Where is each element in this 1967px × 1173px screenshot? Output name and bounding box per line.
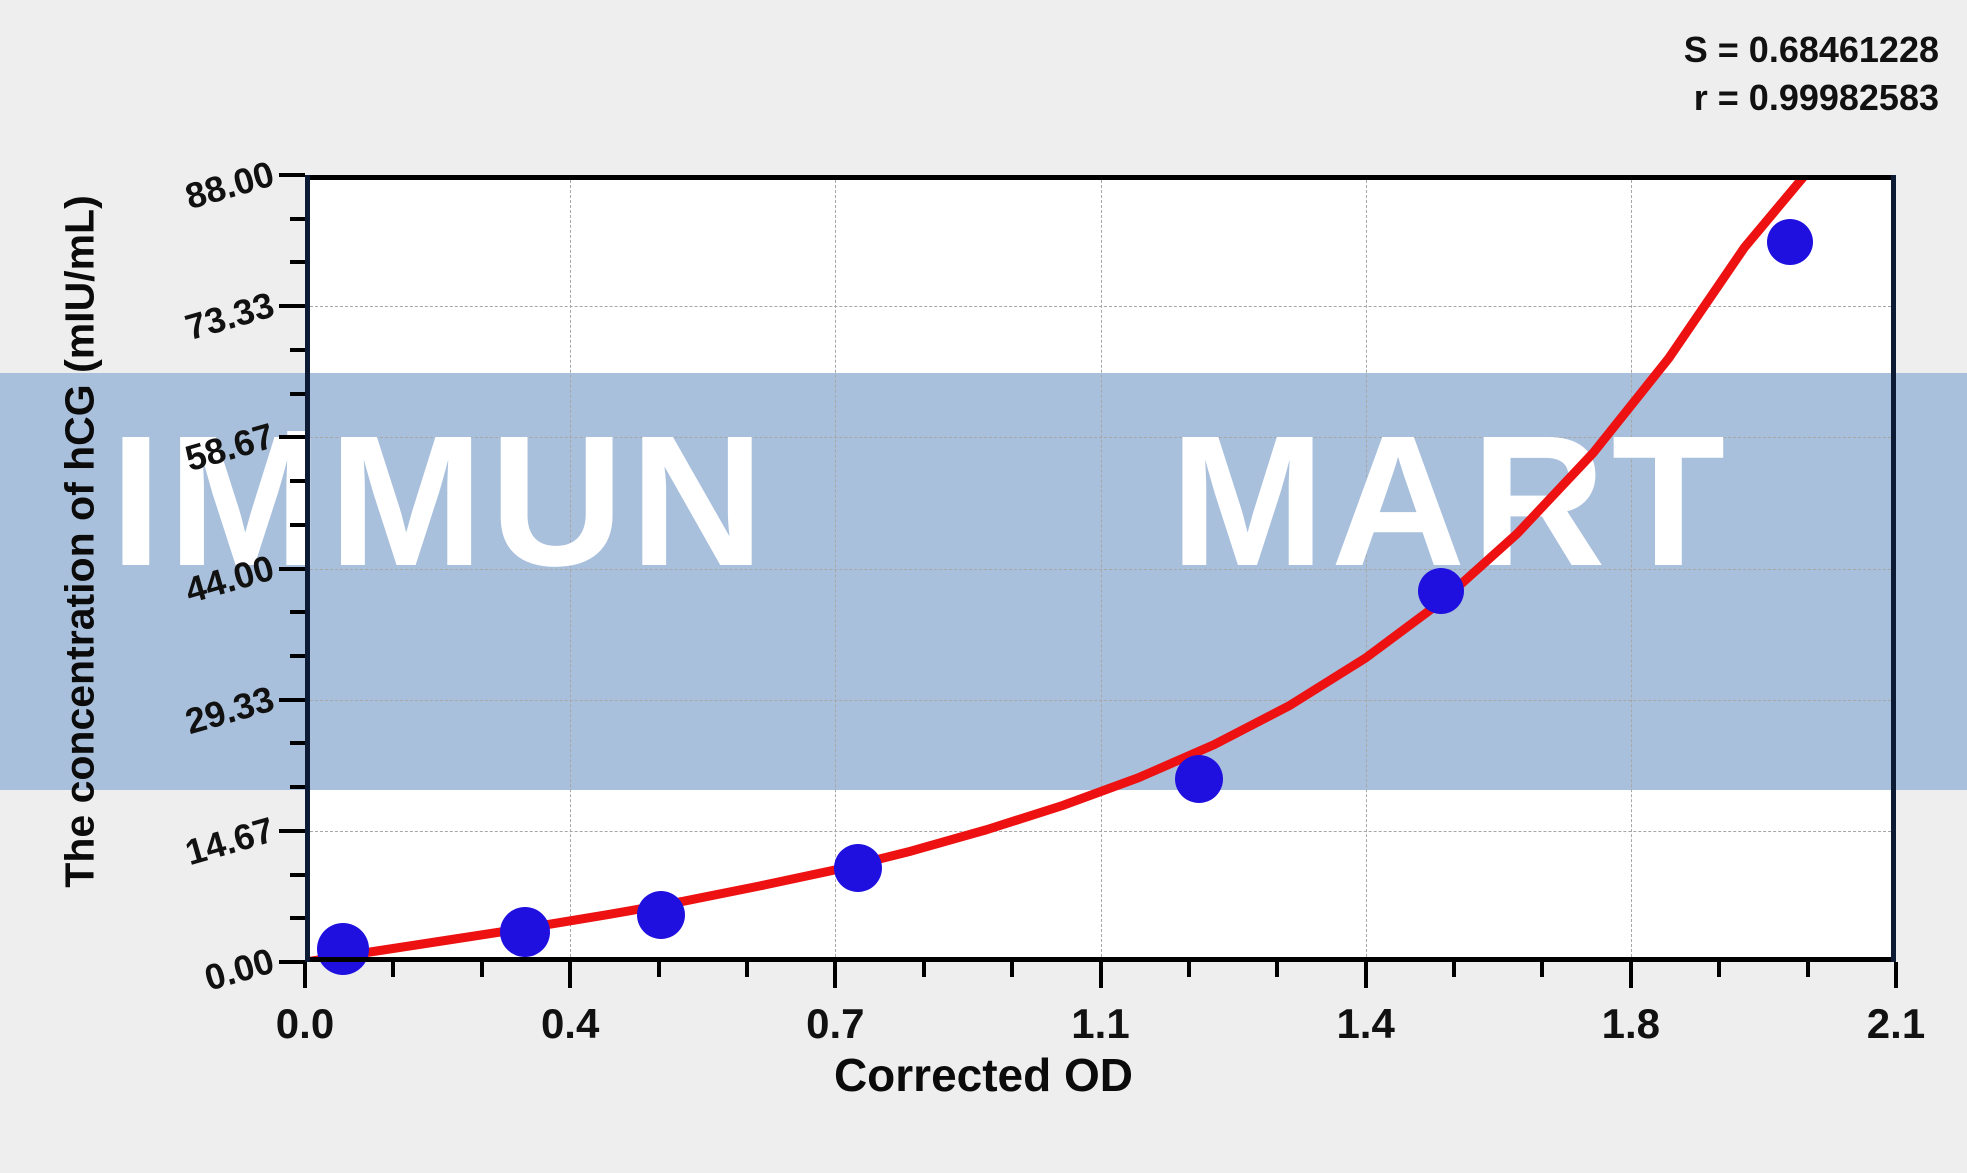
x-axis-major-tick xyxy=(1628,962,1633,988)
data-point xyxy=(316,922,369,975)
y-axis-minor-tick xyxy=(290,522,305,527)
y-axis-major-tick xyxy=(279,435,305,440)
plot-border-left xyxy=(305,175,310,962)
fitted-curve xyxy=(305,175,1810,962)
y-axis-minor-tick xyxy=(290,260,305,265)
x-axis-major-tick xyxy=(1098,962,1103,988)
y-axis-minor-tick xyxy=(290,653,305,658)
data-point xyxy=(1766,219,1813,266)
x-axis-minor-tick xyxy=(1186,962,1191,977)
y-axis-minor-tick xyxy=(290,785,305,790)
y-axis-major-tick xyxy=(279,566,305,571)
x-axis-major-tick xyxy=(1894,962,1898,988)
x-axis-tick-label: 2.1 xyxy=(1866,1000,1926,1047)
data-point xyxy=(1418,567,1465,614)
grid-line-horizontal xyxy=(305,306,1896,308)
y-axis-minor-tick xyxy=(290,216,305,221)
x-axis-minor-tick xyxy=(1275,962,1280,977)
y-axis-minor-tick xyxy=(290,610,305,615)
x-axis-major-tick xyxy=(303,962,307,988)
x-axis-minor-tick xyxy=(1010,962,1015,977)
y-axis-minor-tick xyxy=(290,872,305,877)
y-axis-major-tick xyxy=(279,173,305,177)
x-axis-major-tick xyxy=(1363,962,1368,988)
plot-border-right xyxy=(1891,175,1896,962)
plot-area: IMMUN MART xyxy=(110,175,1896,975)
x-axis-minor-tick xyxy=(744,962,749,977)
y-axis-minor-tick xyxy=(290,916,305,921)
x-axis-tick-label: 1.4 xyxy=(1336,1000,1395,1047)
x-axis-minor-tick xyxy=(391,962,396,977)
grid-line-horizontal xyxy=(305,699,1896,701)
data-point xyxy=(637,890,686,939)
x-axis-tick-label: 1.8 xyxy=(1601,1000,1661,1047)
stat-r: r = 0.99982583 xyxy=(1693,76,1939,118)
x-axis-minor-tick xyxy=(1717,962,1722,977)
x-axis-title: Corrected OD xyxy=(833,1049,1134,1101)
y-axis-major-tick xyxy=(279,304,305,309)
fit-curve-path xyxy=(305,175,1810,962)
data-point xyxy=(499,906,550,957)
x-axis-minor-tick xyxy=(1452,962,1457,977)
fit-statistics: S = 0.68461228 r = 0.99982583 xyxy=(1684,26,1939,121)
y-axis-minor-tick xyxy=(290,741,305,746)
y-axis-title: The concentration of hCG (mIU/mL) xyxy=(56,195,103,888)
data-point xyxy=(1174,754,1223,803)
y-axis-minor-tick xyxy=(290,391,305,396)
y-axis-minor-tick xyxy=(290,347,305,352)
x-axis-minor-tick xyxy=(1805,962,1810,977)
plot-border-top xyxy=(305,175,1896,180)
x-axis-tick-label: 0.0 xyxy=(275,1000,335,1047)
stat-s: S = 0.68461228 xyxy=(1683,29,1939,70)
x-axis-tick-label: 1.1 xyxy=(1071,1000,1130,1047)
y-axis-minor-tick xyxy=(290,479,305,484)
x-axis-minor-tick xyxy=(921,962,926,977)
grid-line-horizontal xyxy=(305,437,1896,439)
x-axis-tick-label: 0.4 xyxy=(540,1000,600,1047)
x-axis-tick-label: 0.7 xyxy=(806,1000,865,1047)
x-axis-major-tick xyxy=(833,962,838,988)
x-axis-minor-tick xyxy=(1540,962,1545,977)
x-axis-major-tick xyxy=(568,962,573,988)
x-axis-minor-tick xyxy=(656,962,661,977)
y-axis-major-tick xyxy=(279,960,305,964)
y-axis-major-tick xyxy=(279,828,305,833)
y-axis-major-tick xyxy=(279,697,305,702)
data-point xyxy=(834,844,883,893)
x-axis-minor-tick xyxy=(479,962,484,977)
grid-line-horizontal xyxy=(305,830,1896,832)
plot-border-bottom xyxy=(305,957,1896,962)
